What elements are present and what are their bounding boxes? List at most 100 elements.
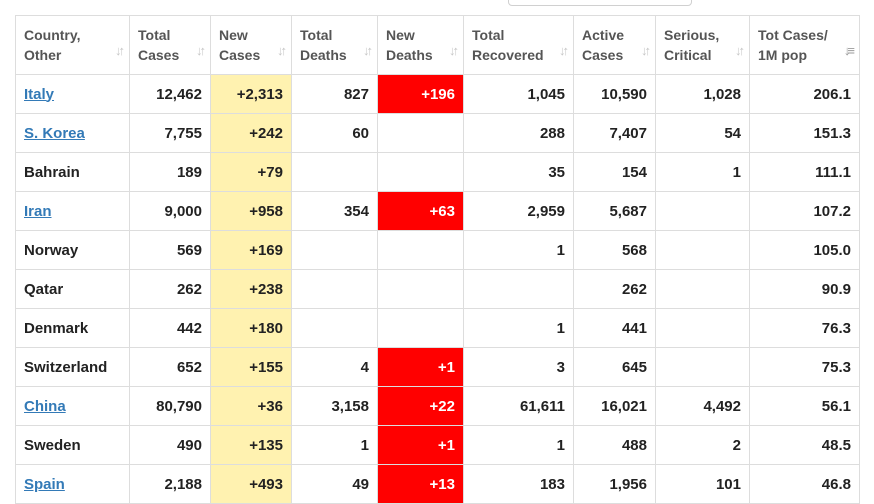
total-recovered-cell: 1 <box>463 425 574 465</box>
new-cases-cell: +238 <box>210 269 292 309</box>
tot-cases-1m-pop-cell: 46.8 <box>749 464 860 504</box>
country-cell: Denmark <box>15 308 130 348</box>
total-cases-cell: 262 <box>129 269 211 309</box>
tot-cases-1m-pop-cell: 105.0 <box>749 230 860 270</box>
table-row: Sweden 490 +135 1 +1 1 488 2 48.5 <box>15 425 860 465</box>
active-cases-cell: 645 <box>573 347 656 387</box>
total-cases-cell: 80,790 <box>129 386 211 426</box>
total-deaths-cell: 4 <box>291 347 378 387</box>
total-deaths-cell <box>291 269 378 309</box>
new-deaths-cell <box>377 230 464 270</box>
serious-critical-cell: 1,028 <box>655 74 750 114</box>
tot-cases-1m-pop-cell: 111.1 <box>749 152 860 192</box>
sort-icon: ↓↑ <box>363 43 373 58</box>
serious-critical-cell: 2 <box>655 425 750 465</box>
new-deaths-cell: +1 <box>377 425 464 465</box>
new-deaths-cell: +22 <box>377 386 464 426</box>
new-deaths-cell <box>377 152 464 192</box>
country-cell: Sweden <box>15 425 130 465</box>
table-row: Spain 2,188 +493 49 +13 183 1,956 101 46.8 <box>15 464 860 504</box>
country-link[interactable]: Spain <box>24 475 65 493</box>
total-deaths-cell: 60 <box>291 113 378 153</box>
total-deaths-cell: 3,158 <box>291 386 378 426</box>
serious-critical-cell: 101 <box>655 464 750 504</box>
tot-cases-1m-pop-cell: 76.3 <box>749 308 860 348</box>
sort-icon: ↓↑ <box>277 43 287 58</box>
total-cases-cell: 652 <box>129 347 211 387</box>
column-header-label: New Cases <box>219 27 261 63</box>
column-header-label: Active Cases <box>582 27 625 63</box>
column-header-new-deaths[interactable]: New Deaths ↓↑ <box>377 15 464 75</box>
serious-critical-cell <box>655 269 750 309</box>
total-recovered-cell: 3 <box>463 347 574 387</box>
table-row: Italy 12,462 +2,313 827 +196 1,045 10,590 1,028… <box>15 74 860 114</box>
tot-cases-1m-pop-cell: 107.2 <box>749 191 860 231</box>
active-cases-cell: 1,956 <box>573 464 656 504</box>
column-header-label: Total Deaths <box>300 27 347 63</box>
active-cases-cell: 441 <box>573 308 656 348</box>
serious-critical-cell: 54 <box>655 113 750 153</box>
serious-critical-cell: 1 <box>655 152 750 192</box>
sort-icon: ↓↑ <box>449 43 459 58</box>
new-deaths-cell: +13 <box>377 464 464 504</box>
total-deaths-cell <box>291 308 378 348</box>
sort-icon: ↓↑ <box>115 43 125 58</box>
active-cases-cell: 154 <box>573 152 656 192</box>
column-header-total-deaths[interactable]: Total Deaths ↓↑ <box>291 15 378 75</box>
country-link[interactable]: S. Korea <box>24 124 85 142</box>
country-cell: Spain <box>15 464 130 504</box>
country-link[interactable]: Italy <box>24 85 55 103</box>
table-body: Italy 12,462 +2,313 827 +196 1,045 10,590 1,028… <box>15 74 860 504</box>
total-recovered-cell: 1,045 <box>463 74 574 114</box>
active-cases-cell: 568 <box>573 230 656 270</box>
country-cell: S. Korea <box>15 113 130 153</box>
search-box-edge <box>508 0 692 6</box>
total-recovered-cell: 2,959 <box>463 191 574 231</box>
serious-critical-cell <box>655 191 750 231</box>
total-recovered-cell <box>463 269 574 309</box>
country-cell: Bahrain <box>15 152 130 192</box>
active-cases-cell: 16,021 <box>573 386 656 426</box>
sort-icon: ↓↑ <box>196 43 206 58</box>
column-header-total-recovered[interactable]: Total Recovered ↓↑ <box>463 15 574 75</box>
country-link[interactable]: China <box>24 397 66 415</box>
column-header-new-cases[interactable]: New Cases ↓↑ <box>210 15 292 75</box>
column-header-label: Total Recovered <box>472 27 544 63</box>
total-recovered-cell: 183 <box>463 464 574 504</box>
column-header-active-cases[interactable]: Active Cases ↓↑ <box>573 15 656 75</box>
new-cases-cell: +180 <box>210 308 292 348</box>
column-header-serious-critical[interactable]: Serious, Critical ↓↑ <box>655 15 750 75</box>
country-cell: Qatar <box>15 269 130 309</box>
total-cases-cell: 442 <box>129 308 211 348</box>
column-header-country[interactable]: Country, Other ↓↑ <box>15 15 130 75</box>
country-cell: Switzerland <box>15 347 130 387</box>
total-cases-cell: 9,000 <box>129 191 211 231</box>
header-row: Country, Other ↓↑ Total Cases ↓↑ New Cases ↓↑… <box>15 15 860 75</box>
tot-cases-1m-pop-cell: 75.3 <box>749 347 860 387</box>
country-cell: Norway <box>15 230 130 270</box>
active-cases-cell: 7,407 <box>573 113 656 153</box>
country-link[interactable]: Iran <box>24 202 52 220</box>
column-header-label: Country, Other <box>24 27 81 63</box>
new-cases-cell: +958 <box>210 191 292 231</box>
new-deaths-cell: +1 <box>377 347 464 387</box>
total-recovered-cell: 1 <box>463 230 574 270</box>
column-header-total-cases[interactable]: Total Cases ↓↑ <box>129 15 211 75</box>
table-row: China 80,790 +36 3,158 +22 61,611 16,021 4,492 5… <box>15 386 860 426</box>
total-recovered-cell: 1 <box>463 308 574 348</box>
column-header-label: New Deaths <box>386 27 433 63</box>
new-deaths-cell <box>377 269 464 309</box>
sort-icon: ↓↑ <box>735 43 745 58</box>
serious-critical-cell <box>655 230 750 270</box>
active-cases-cell: 262 <box>573 269 656 309</box>
total-recovered-cell: 35 <box>463 152 574 192</box>
total-deaths-cell: 827 <box>291 74 378 114</box>
country-cell: Italy <box>15 74 130 114</box>
tot-cases-1m-pop-cell: 206.1 <box>749 74 860 114</box>
total-deaths-cell <box>291 230 378 270</box>
total-cases-cell: 569 <box>129 230 211 270</box>
new-deaths-cell <box>377 113 464 153</box>
sort-descending-icon: ↓≡ <box>843 43 855 58</box>
new-cases-cell: +79 <box>210 152 292 192</box>
column-header-tot-cases-1m-pop[interactable]: Tot Cases/ 1M pop ↓≡ <box>749 15 860 75</box>
